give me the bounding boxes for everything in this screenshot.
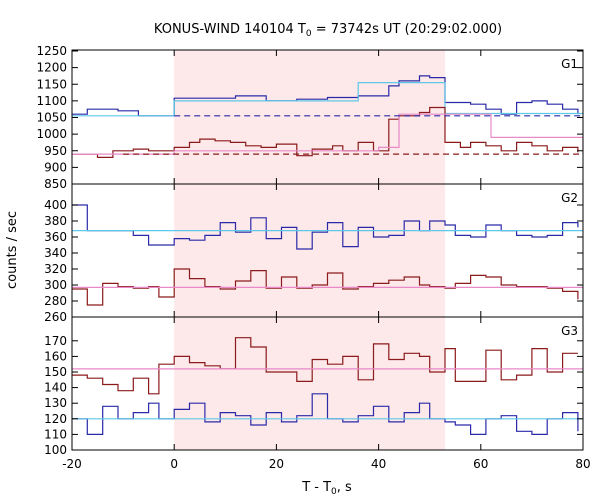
series-line-g1-3 xyxy=(72,113,583,155)
x-tick-label: 20 xyxy=(269,457,284,471)
y-tick-label: 150 xyxy=(44,365,67,379)
y-tick-label: 280 xyxy=(44,294,67,308)
y-tick-label: 340 xyxy=(44,246,67,260)
shaded-region xyxy=(174,50,446,450)
y-tick-label: 1150 xyxy=(36,77,67,91)
series-layer xyxy=(72,75,583,435)
shaded-interval xyxy=(174,50,446,450)
panel-label-g1: G1 xyxy=(561,57,578,71)
panel-g1-series xyxy=(72,75,583,158)
x-tick-label: 60 xyxy=(473,457,488,471)
y-tick-label: 1250 xyxy=(36,44,67,58)
y-tick-label: 1000 xyxy=(36,127,67,141)
y-tick-label: 100 xyxy=(44,443,67,457)
y-tick-label: 300 xyxy=(44,278,67,292)
x-tick-label: 80 xyxy=(575,457,590,471)
y-tick-label: 170 xyxy=(44,334,67,348)
panel-frame-g3 xyxy=(71,316,584,451)
chart-title: KONUS-WIND 140104 T0 = 73742s UT (20:29:… xyxy=(154,22,502,39)
series-line-g2-0 xyxy=(72,204,579,250)
y-tick-label: 850 xyxy=(44,177,67,191)
y-axis-label: counts / sec xyxy=(5,211,20,289)
y-tick-label: 260 xyxy=(44,310,67,324)
x-axis-label: T - T0, s xyxy=(301,480,352,497)
y-tick-label: 320 xyxy=(44,262,67,276)
panel-label-g2: G2 xyxy=(561,191,578,205)
y-tick-label: 130 xyxy=(44,396,67,410)
y-tick-label: 1200 xyxy=(36,61,67,75)
panel-g3-series xyxy=(72,337,583,435)
y-tick-label: 160 xyxy=(44,349,67,363)
series-line-g3-0 xyxy=(72,337,578,395)
tick-layer: 850900950100010501100115012001250G126028… xyxy=(36,44,590,471)
x-tick-label: -20 xyxy=(62,457,82,471)
y-tick-label: 110 xyxy=(44,427,67,441)
y-tick-label: 140 xyxy=(44,381,67,395)
y-tick-label: 380 xyxy=(44,214,67,228)
series-line-g2-2 xyxy=(72,268,579,306)
y-tick-label: 1100 xyxy=(36,94,67,108)
y-tick-label: 400 xyxy=(44,198,67,212)
x-tick-label: 0 xyxy=(170,457,178,471)
y-tick-label: 120 xyxy=(44,412,67,426)
panel-label-g3: G3 xyxy=(561,324,578,338)
y-tick-label: 950 xyxy=(44,144,67,158)
y-tick-label: 1050 xyxy=(36,111,67,125)
x-tick-label: 40 xyxy=(371,457,386,471)
y-tick-label: 900 xyxy=(44,160,67,174)
y-tick-label: 360 xyxy=(44,230,67,244)
panel-g2-series xyxy=(72,204,583,306)
